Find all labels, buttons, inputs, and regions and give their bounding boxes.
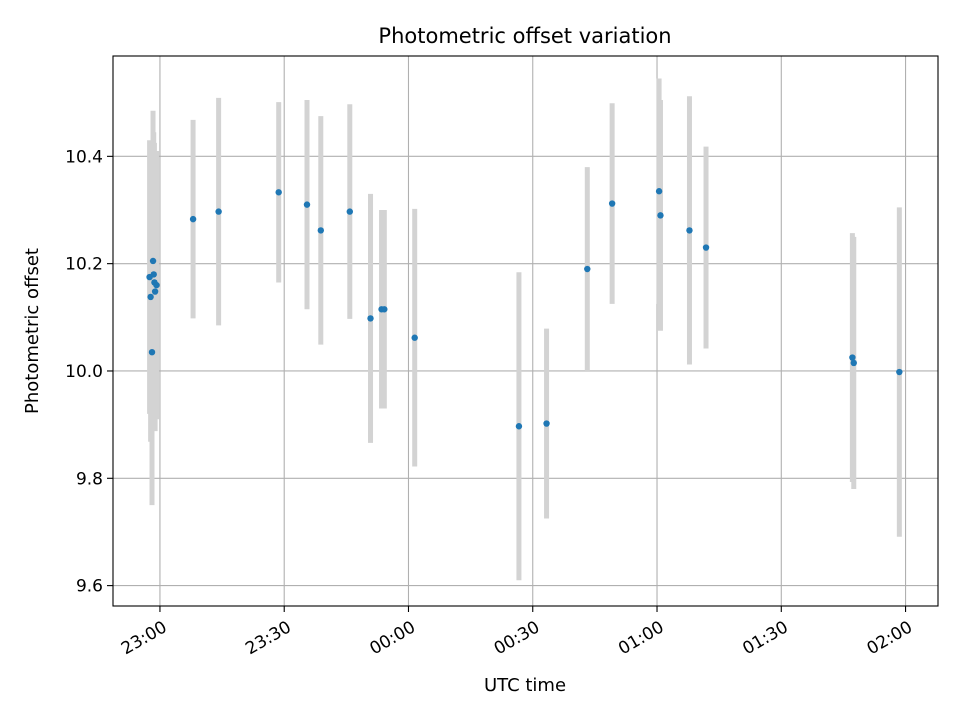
data-point: [346, 208, 353, 215]
data-point: [149, 257, 157, 265]
data-point: [303, 201, 311, 208]
data-point: [275, 189, 282, 196]
data-point: [896, 368, 903, 376]
data-point: [381, 306, 388, 313]
data-point: [147, 293, 154, 301]
data-point: [215, 208, 222, 215]
data-point: [702, 244, 710, 251]
data-point: [543, 420, 550, 427]
data-point: [515, 423, 523, 430]
data-point: [189, 215, 197, 223]
y-tick-label: 9.6: [76, 577, 103, 597]
data-point: [153, 281, 160, 289]
data-point: [850, 359, 857, 367]
grid-layer: [113, 56, 938, 606]
y-tick-label: 10.2: [65, 255, 103, 275]
y-tick-label: 10.4: [65, 147, 103, 167]
data-point: [148, 348, 156, 356]
data-point: [655, 188, 663, 195]
data-point: [849, 354, 856, 361]
data-point: [150, 271, 157, 278]
x-axis-label: UTC time: [484, 675, 566, 696]
y-tick-label: 9.8: [76, 469, 103, 489]
data-point: [686, 227, 693, 234]
data-point: [584, 265, 591, 273]
y-axis-label: Photometric offset: [22, 248, 43, 414]
data-point: [608, 200, 616, 207]
plot-frame: [112, 55, 939, 607]
y-tick-label: 10.0: [65, 362, 103, 382]
data-point: [317, 227, 325, 234]
data-point: [411, 334, 418, 341]
data-point: [367, 315, 374, 322]
point-layer: [146, 188, 903, 430]
data-point: [151, 288, 159, 295]
chart-title: Photometric offset variation: [378, 24, 671, 48]
data-point: [657, 212, 664, 219]
